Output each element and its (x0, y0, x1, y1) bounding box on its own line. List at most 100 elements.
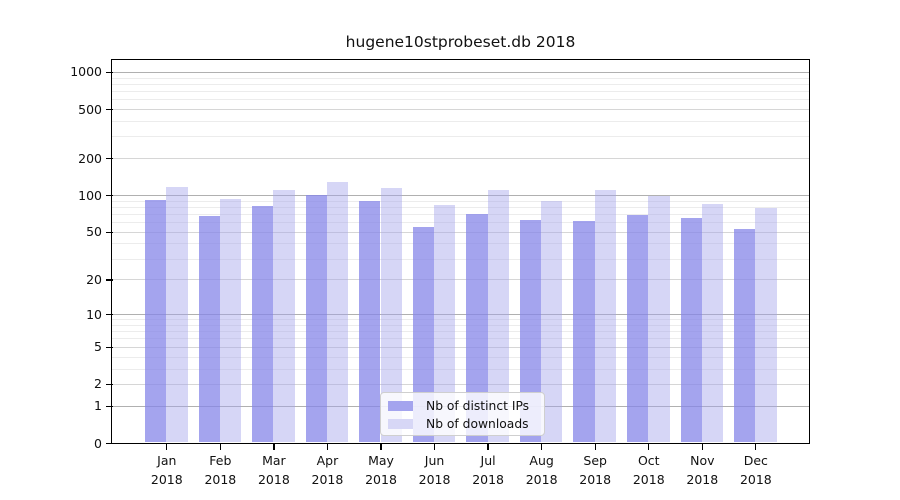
y-tick-50 (105, 231, 113, 233)
bar-distinct-ips-feb (198, 216, 220, 442)
y-tick-20 (105, 279, 113, 281)
y-tick-label-1: 1 (94, 398, 102, 414)
x-tick-label-nov: Nov 2018 (686, 453, 719, 487)
minor-gridline-3 (112, 368, 809, 370)
x-tick-label-mar: Mar 2018 (257, 453, 290, 487)
legend-swatch-distinct-ips (388, 400, 413, 412)
y-tick-1000 (105, 71, 113, 74)
y-tick-100 (105, 194, 113, 197)
bar-downloads-mar (273, 189, 295, 442)
gridline-100 (112, 195, 809, 197)
minor-gridline-4 (112, 356, 809, 358)
x-tick-dec (755, 443, 757, 450)
x-tick-jun (433, 443, 436, 450)
minor-gridline-9 (112, 319, 809, 321)
plot-area (111, 59, 810, 444)
legend: Nb of distinct IPs Nb of downloads (380, 392, 545, 436)
bar-downloads-dec (755, 208, 777, 442)
minor-gridline-30 (112, 258, 809, 260)
minor-gridline-900 (112, 77, 809, 79)
x-tick-label-feb: Feb 2018 (204, 453, 237, 487)
gridline-5 (112, 346, 809, 348)
bar-downloads-apr (326, 182, 349, 442)
chart-title: hugene10stprobeset.db 2018 (345, 33, 576, 51)
y-tick-label-5: 5 (94, 339, 102, 355)
x-tick-label-jan: Jan 2018 (150, 453, 183, 487)
bar-distinct-ips-jun (412, 226, 435, 442)
x-tick-label-aug: Aug 2018 (525, 453, 558, 487)
legend-item-downloads: Nb of downloads (388, 415, 538, 433)
y-tick-label-1000: 1000 (70, 64, 102, 80)
x-tick-feb (219, 443, 221, 450)
bar-downloads-feb (219, 199, 242, 442)
legend-item-distinct-ips: Nb of distinct IPs (388, 397, 538, 415)
bar-downloads-oct (648, 195, 670, 442)
bar-downloads-jun (434, 204, 456, 442)
minor-gridline-600 (112, 99, 809, 101)
x-tick-label-jun: Jun 2018 (418, 453, 451, 487)
bar-distinct-ips-apr (305, 195, 327, 442)
minor-gridline-90 (112, 200, 809, 202)
legend-swatch-downloads (388, 418, 413, 430)
x-tick-nov (701, 443, 703, 450)
y-tick-5 (105, 346, 113, 348)
minor-gridline-40 (112, 243, 809, 245)
x-tick-sep (594, 443, 596, 450)
minor-gridline-80 (112, 206, 809, 208)
legend-label-downloads: Nb of downloads (426, 417, 529, 431)
y-tick-label-20: 20 (86, 271, 102, 287)
bar-distinct-ips-jul (466, 213, 488, 442)
minor-gridline-400 (112, 120, 809, 122)
y-tick-2 (105, 383, 113, 386)
y-tick-200 (105, 157, 113, 160)
bar-distinct-ips-mar (252, 206, 274, 442)
y-tick-label-100: 100 (78, 187, 102, 203)
y-tick-10 (105, 314, 113, 316)
y-tick-label-0: 0 (94, 435, 102, 451)
minor-gridline-700 (112, 90, 809, 92)
bar-distinct-ips-jan (145, 200, 167, 442)
bar-downloads-aug (541, 201, 563, 442)
x-tick-oct (648, 443, 650, 450)
y-tick-label-10: 10 (86, 306, 102, 322)
gridline-50 (112, 231, 809, 233)
legend-label-distinct-ips: Nb of distinct IPs (426, 399, 530, 413)
gridline-200 (112, 158, 809, 160)
gridline-20 (112, 279, 809, 281)
bar-downloads-sep (594, 189, 616, 442)
bar-downloads-jul (487, 189, 509, 442)
y-tick-label-50: 50 (86, 224, 102, 240)
y-tick-label-500: 500 (78, 101, 102, 117)
bar-distinct-ips-oct (626, 214, 649, 442)
x-tick-jul (487, 443, 489, 450)
bar-distinct-ips-nov (680, 217, 702, 442)
bar-downloads-may (380, 188, 402, 442)
x-tick-jan (166, 443, 168, 450)
x-tick-aug (541, 443, 543, 450)
bar-downloads-nov (701, 203, 724, 442)
minor-gridline-8 (112, 324, 809, 326)
x-tick-label-jul: Jul 2018 (472, 453, 504, 487)
y-tick-label-200: 200 (78, 150, 102, 166)
gridline-1000 (112, 71, 809, 73)
y-tick-label-2: 2 (94, 376, 102, 392)
bar-distinct-ips-dec (734, 228, 756, 442)
x-tick-label-sep: Sep 2018 (579, 453, 612, 487)
bar-distinct-ips-aug (519, 220, 542, 442)
minor-gridline-800 (112, 83, 809, 85)
bar-downloads-jan (166, 186, 188, 442)
x-tick-apr (326, 443, 329, 450)
x-tick-mar (273, 443, 275, 450)
minor-gridline-300 (112, 136, 809, 138)
x-tick-label-apr: Apr 2018 (311, 453, 344, 487)
gridline-500 (112, 109, 809, 111)
bar-distinct-ips-may (359, 201, 381, 442)
x-tick-label-oct: Oct 2018 (632, 453, 665, 487)
minor-gridline-6 (112, 338, 809, 340)
y-tick-500 (105, 108, 113, 111)
y-tick-0 (105, 442, 113, 445)
minor-gridline-7 (112, 331, 809, 333)
x-tick-label-may: May 2018 (365, 453, 397, 487)
gridline-10 (112, 314, 809, 316)
